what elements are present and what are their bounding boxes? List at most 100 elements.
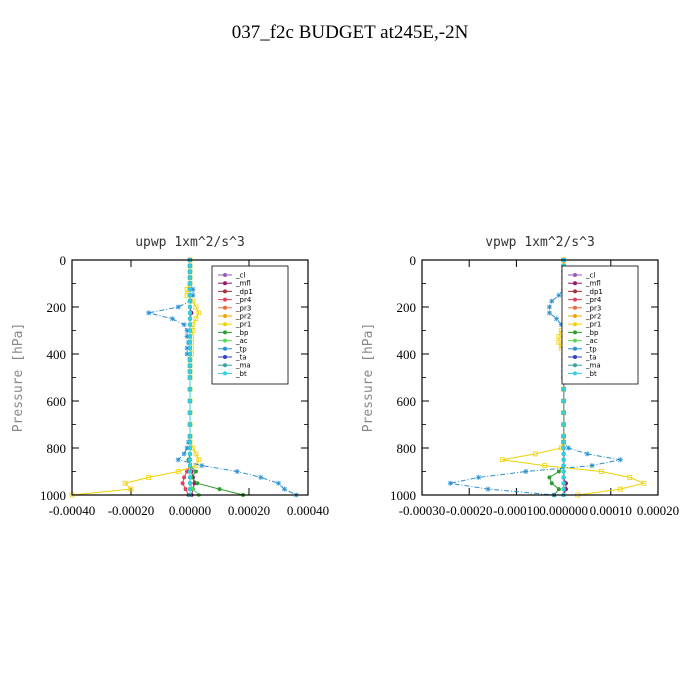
data-point-tp — [476, 474, 482, 480]
y-tick-label: 800 — [397, 441, 417, 456]
legend-label-ac: _ac — [585, 337, 598, 345]
data-point-pr1 — [617, 486, 623, 492]
legend-label-dp1: _dp1 — [585, 288, 603, 296]
data-point-tp — [184, 333, 190, 339]
legend-marker-pr3 — [223, 305, 227, 310]
data-point-pr1 — [193, 463, 199, 469]
data-point-pr4 — [183, 487, 188, 492]
data-point-pr1 — [598, 469, 604, 474]
data-point-bt — [188, 299, 192, 304]
legend-label-ta: _ta — [585, 354, 597, 362]
data-point-pr1 — [196, 310, 202, 316]
data-point-pr1 — [499, 457, 505, 463]
data-point-tp — [276, 480, 281, 486]
legend-marker-tp — [223, 346, 227, 351]
data-point-bt — [561, 469, 566, 474]
data-point-bt — [188, 275, 192, 280]
data-point-bt — [188, 334, 192, 339]
data-point-mfl — [192, 481, 197, 486]
data-point-pr1 — [128, 486, 134, 492]
x-tick-label: -0.00030 — [399, 503, 446, 518]
data-point-tp — [523, 469, 529, 474]
x-tick-label: 0.00020 — [228, 503, 270, 518]
legend-marker-pr4 — [223, 297, 227, 302]
data-point-bt — [188, 475, 192, 480]
x-tick-label: -0.00010 — [493, 503, 540, 518]
y-tick-label: 400 — [47, 347, 67, 362]
x-tick-label: 0.00010 — [590, 503, 632, 518]
x-tick-label: 0.00000 — [169, 503, 211, 518]
data-point-bt — [561, 463, 566, 468]
data-point-tp — [485, 486, 491, 492]
data-point-tp — [546, 304, 552, 310]
data-point-bt — [188, 369, 192, 374]
legend-marker-dp1 — [573, 289, 577, 294]
legend-label-pr3: _pr3 — [235, 304, 251, 312]
data-point-tp — [258, 474, 264, 480]
legend-label-pr2: _pr2 — [585, 313, 601, 321]
y-tick-label: 600 — [397, 394, 417, 409]
legend-label-tp: _tp — [585, 345, 597, 353]
legend-label-ac: _ac — [235, 337, 248, 345]
legend-marker-pr4 — [573, 297, 577, 302]
data-point-pr4 — [185, 469, 190, 474]
legend-label-pr4: _pr4 — [235, 296, 252, 304]
legend-marker-pr3 — [573, 305, 577, 310]
data-point-tp — [281, 486, 287, 492]
data-point-tp — [184, 328, 190, 333]
chart-panel-vpwp: vpwp 1xm^2/s^3 Pressure [hPa] 0 200 400 600 80… — [361, 235, 679, 518]
plot-frame — [421, 259, 659, 496]
y-tick-label: 1000 — [40, 488, 66, 503]
data-point-bt — [188, 457, 192, 462]
data-point-bt — [188, 469, 192, 474]
y-tick-label: 1000 — [390, 488, 416, 503]
legend-marker-dp1 — [223, 289, 227, 294]
y-tick-label: 200 — [47, 300, 67, 315]
data-point-bt — [188, 305, 192, 309]
legend-marker-ma — [573, 363, 577, 368]
legend-marker-mfl — [573, 281, 577, 286]
data-point-pr1 — [542, 463, 548, 469]
data-point-bt — [561, 481, 566, 486]
legend-label-bt: _bt — [585, 370, 597, 378]
data-point-bt — [188, 269, 192, 274]
data-point-ac — [190, 487, 195, 492]
legend: _cl_mfl_dp1_pr4_pr3_pr2_pr1_bp_ac_tp_ta_… — [561, 265, 639, 385]
data-point-bt — [188, 293, 192, 298]
data-point-tp — [554, 316, 560, 322]
data-point-pr1 — [193, 451, 199, 457]
legend-marker-bp — [573, 330, 577, 335]
data-point-bt — [561, 457, 566, 462]
data-point-pr1 — [641, 480, 647, 486]
legend-label-bp: _bp — [235, 329, 249, 337]
legend: _cl_mfl_dp1_pr4_pr3_pr2_pr1_bp_ac_tp_ta_… — [211, 265, 289, 385]
data-point-bt — [188, 340, 192, 345]
data-point-bt — [188, 434, 192, 439]
legend-label-cl: _cl — [585, 272, 595, 280]
data-point-bt — [561, 475, 566, 480]
data-point-bt — [188, 446, 192, 450]
data-point-tp — [589, 463, 595, 469]
x-tick-label: 0.00040 — [287, 503, 329, 518]
data-point-tp — [169, 316, 175, 322]
data-point-bt — [188, 316, 192, 321]
x-tick-label: -0.00020 — [446, 503, 493, 518]
chart-panel-upwp: upwp 1xm^2/s^3 Pressure [hPa] 0 200 400 600 80… — [11, 235, 329, 518]
data-point-tp — [181, 322, 187, 328]
data-point-bp — [547, 475, 552, 480]
data-point-tp — [447, 480, 453, 486]
data-point-pr4 — [180, 481, 185, 486]
data-point-pr1 — [146, 474, 152, 480]
data-point-tp — [617, 457, 623, 463]
data-point-pr4 — [182, 475, 187, 480]
legend-marker-ac — [223, 338, 227, 343]
data-point-bt — [188, 487, 192, 492]
data-point-bp — [217, 487, 222, 492]
legend-label-mfl: _mfl — [235, 280, 251, 288]
data-point-pr1 — [196, 457, 202, 463]
data-point-bt — [188, 463, 192, 468]
legend-label-dp1: _dp1 — [235, 288, 253, 296]
data-point-bt — [188, 481, 192, 486]
data-point-bt — [188, 352, 192, 356]
data-point-pr1 — [193, 304, 199, 310]
